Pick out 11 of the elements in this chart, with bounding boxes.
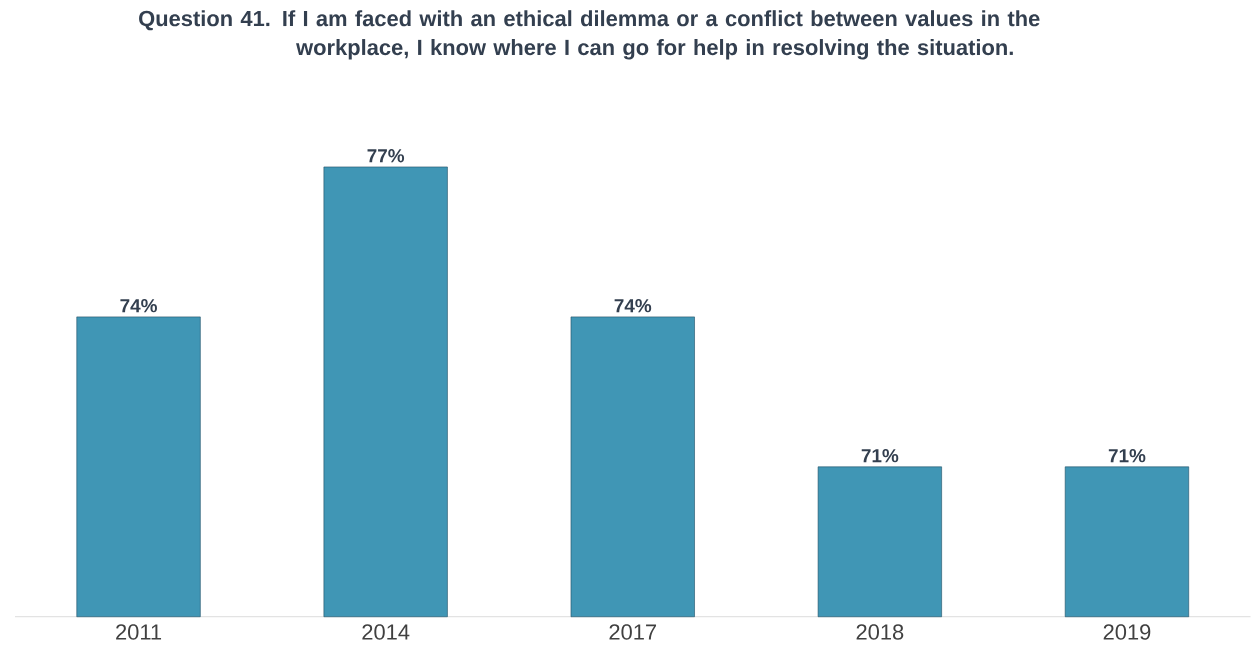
data-label: 74% bbox=[120, 299, 157, 313]
data-label: 71% bbox=[861, 449, 899, 463]
data-label: 71% bbox=[1108, 449, 1146, 463]
data-label: 74% bbox=[614, 299, 652, 313]
x-tick-label: 2019 bbox=[1103, 624, 1151, 640]
x-tick-label: 2018 bbox=[856, 624, 904, 640]
chart-title: Question 41. If I am faced with an ethical dilemma or a conflict between values in the workplace, I know where I can go for help in resolving the situation. bbox=[139, 10, 1040, 60]
x-tick-label: 2017 bbox=[609, 624, 657, 640]
data-label: 77% bbox=[367, 149, 405, 163]
x-tick-label: 2014 bbox=[362, 624, 410, 640]
x-tick-label: 2011 bbox=[116, 624, 162, 640]
